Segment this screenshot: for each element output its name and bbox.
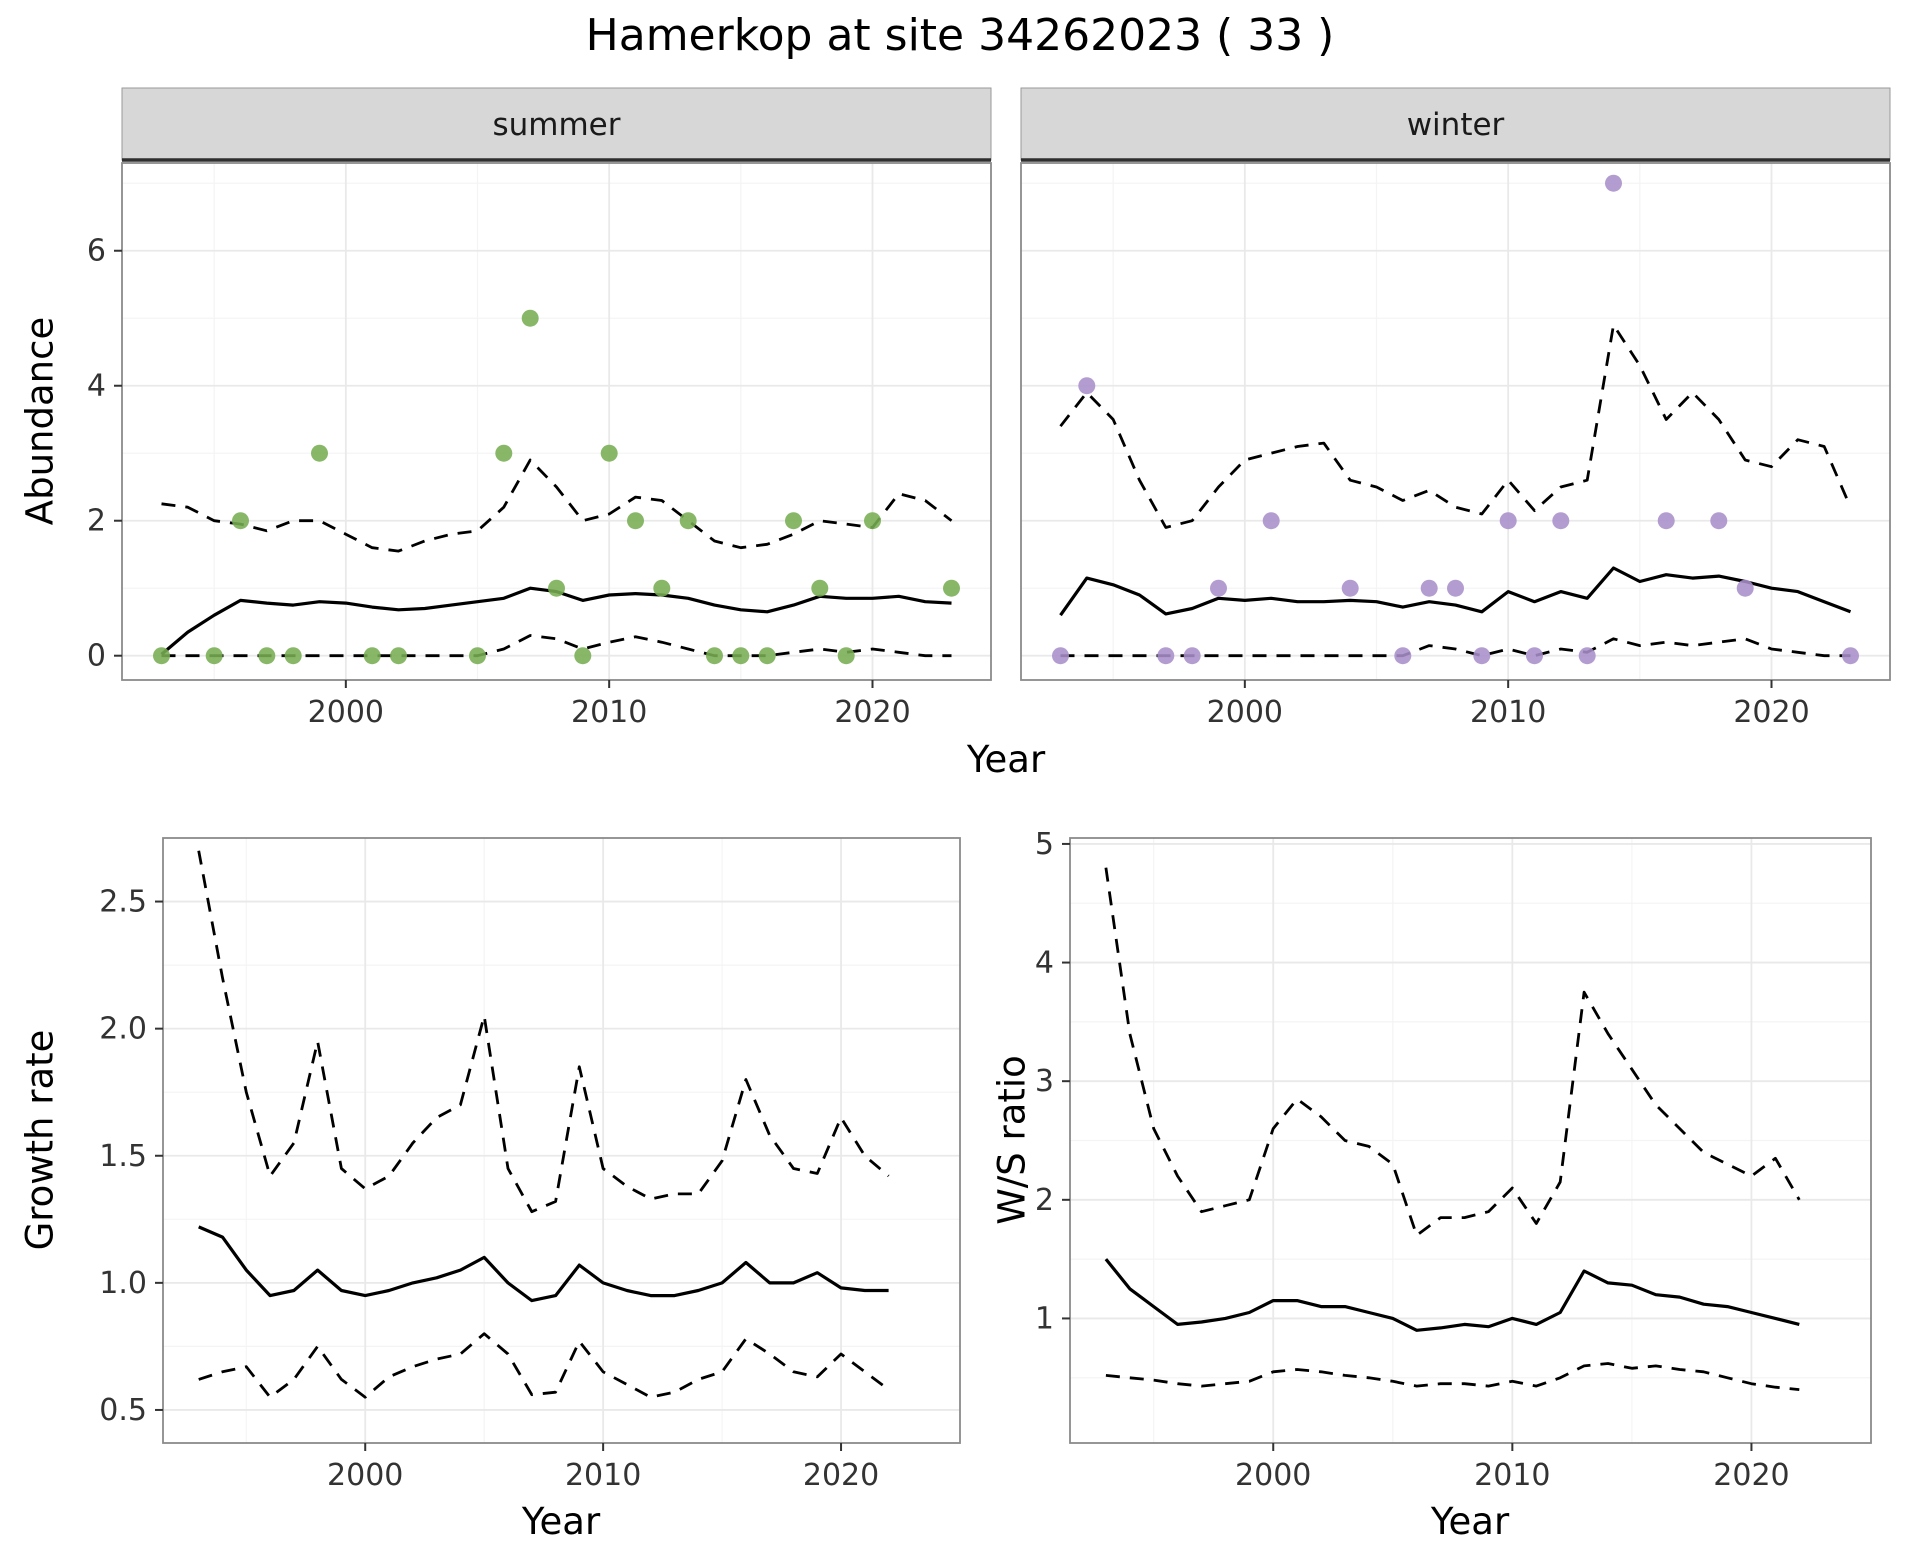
abundance-upper_ci-line [161,458,953,553]
summer-data-point [469,647,486,665]
summer-data-point [521,309,539,327]
summer-data-point [706,647,723,665]
winter-data-point [1420,579,1438,597]
y-tick-label: 2.5 [99,885,147,920]
y-tick-label: 0 [87,639,106,674]
winter-data-point [1605,174,1622,192]
winter-data-point [1657,512,1675,530]
summer-data-point [284,647,302,665]
summer-data-point [258,647,276,665]
ws-ratio-lower_ci-line [1105,1362,1800,1391]
winter-data-point [1499,512,1517,530]
x-tick-label: 2010 [1470,695,1546,730]
y-tick-label: 6 [87,234,106,269]
figure-title: Hamerkop at site 34262023 ( 33 ) [585,10,1335,61]
summer-data-point [600,444,618,462]
summer-data-point [864,512,881,530]
growth-rate-lower_ci-line [198,1332,890,1399]
winter-data-point [1052,647,1069,665]
y-tick-label: 1.5 [99,1139,147,1174]
top-year-axis-label: Year [966,738,1046,781]
abundance-upper_ci-line [1059,323,1852,529]
facet-strip-label: summer [492,107,620,143]
y-tick-label: 2 [1035,1183,1054,1218]
x-tick-label: 2000 [308,695,384,730]
winter-data-point [1183,647,1201,665]
winter-data-point [1210,579,1227,597]
summer-data-point [811,579,829,597]
x-tick-label: 2010 [571,695,647,730]
panel-border [121,162,992,681]
summer-data-point [574,647,592,665]
abundance-chart: 2000 2010 2020 0 2 4 6 summer 2000 2010 2020 winter [87,87,1891,730]
y-tick-label: 0.5 [99,1393,147,1428]
summer-data-point [653,579,671,597]
x-tick-label: 2020 [803,1458,879,1493]
summer-data-point [232,512,249,530]
summer-data-point [390,647,407,665]
y-tick-label: 2.0 [99,1012,147,1047]
winter-data-point [1736,579,1754,597]
facet-strip [121,87,992,161]
facet-strip [1020,87,1891,161]
winter-data-point [1262,512,1280,530]
ws-ratio-chart: 2000 2010 2020 1 2 3 4 5 [1035,827,1872,1493]
winter-data-point [1842,647,1859,665]
summer-data-point [205,647,223,665]
y-tick-label: 1.0 [99,1266,147,1301]
summer-data-point [627,512,644,530]
winter-data-point [1473,647,1491,665]
summer-data-point [495,444,513,462]
y-tick-label: 3 [1035,1064,1054,1099]
x-tick-label: 2020 [1713,1458,1789,1493]
summer-data-point [311,444,328,462]
ws-ratio-upper_ci-line [1104,867,1801,1237]
growth-rate-median-line [198,1225,889,1303]
summer-data-point [732,647,750,665]
panel-border [1069,837,1872,1444]
bottom-right-year-axis-label: Year [1430,1500,1510,1543]
y-tick-label: 4 [1035,946,1054,981]
panel-border [1020,162,1891,681]
summer-data-point [837,647,855,665]
winter-data-point [1157,647,1175,665]
facet-strip-label: winter [1407,107,1505,143]
winter-data-point [1078,377,1096,395]
growth-rate-upper_ci-line [197,850,890,1214]
panel-background [163,838,960,1443]
summer-data-point [153,647,170,665]
winter-data-point [1394,647,1412,665]
winter-data-point [1341,579,1359,597]
x-tick-label: 2000 [327,1458,403,1493]
summer-data-point [363,647,381,665]
y-tick-label: 5 [1035,827,1054,862]
bottom-left-year-axis-label: Year [521,1500,601,1543]
summer-data-point [785,512,802,530]
x-tick-label: 2000 [1235,1458,1311,1493]
y-tick-label: 4 [87,369,106,404]
x-tick-label: 2020 [1733,695,1809,730]
ws-ratio-median-line [1104,1258,1800,1332]
winter-data-point [1710,512,1728,530]
x-tick-label: 2000 [1207,695,1283,730]
growth-rate-chart: 2000 2010 2020 0.5 1.0 1.5 2.0 2.5 [99,837,961,1493]
winter-data-point [1552,512,1570,530]
summer-data-point [679,512,697,530]
y-tick-label: 2 [87,504,106,539]
panel-border [162,837,961,1444]
winter-data-point [1526,647,1543,665]
x-tick-label: 2020 [834,695,910,730]
x-tick-label: 2010 [1474,1458,1550,1493]
summer-data-point [548,579,565,597]
y-tick-label: 1 [1035,1301,1054,1336]
summer-data-point [758,647,776,665]
winter-data-point [1578,647,1596,665]
abundance-median-line [1059,566,1852,617]
summer-data-point [943,579,960,597]
winter-data-point [1447,579,1464,597]
x-tick-label: 2010 [565,1458,641,1493]
